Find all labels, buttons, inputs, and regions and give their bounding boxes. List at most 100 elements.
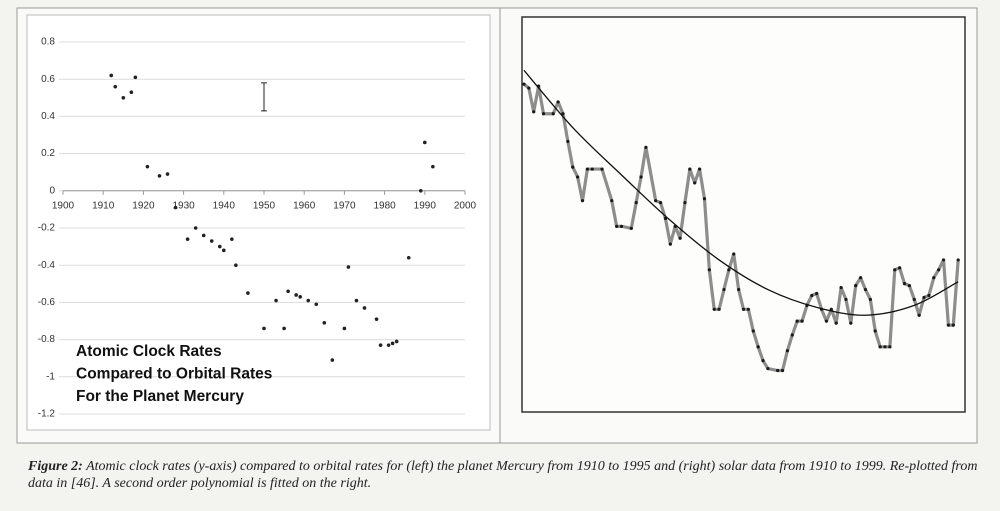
marker [712, 307, 716, 311]
y-tick-label: 0.6 [41, 74, 55, 85]
point [314, 302, 319, 307]
marker [707, 268, 711, 272]
marker [722, 287, 726, 292]
marker [800, 319, 804, 323]
y-tick-label: -1 [46, 371, 55, 382]
marker [888, 345, 892, 349]
point [378, 343, 383, 347]
annotation: For the Planet Mercury [76, 388, 244, 405]
annotation: Compared to Orbital Rates [76, 366, 272, 383]
marker [732, 252, 736, 256]
marker [863, 287, 868, 292]
marker [956, 258, 960, 262]
marker [849, 321, 853, 325]
y-tick-label: 0.8 [41, 37, 55, 48]
point [193, 226, 198, 230]
marker [902, 282, 907, 286]
marker [522, 82, 526, 86]
marker [776, 368, 780, 373]
point [185, 237, 190, 241]
x-tick-label: 1950 [253, 200, 276, 211]
marker [927, 293, 931, 298]
marker [610, 199, 614, 203]
annotation: Atomic Clock Rates [76, 343, 222, 360]
marker [824, 319, 829, 323]
point [390, 341, 395, 346]
marker [741, 307, 746, 311]
marker [590, 167, 594, 171]
marker [585, 167, 589, 171]
error-bar [261, 82, 267, 112]
marker [751, 329, 755, 333]
series-line [522, 82, 960, 373]
marker [937, 268, 941, 272]
x-tick-label: 2000 [454, 200, 477, 211]
point [222, 248, 226, 253]
point [201, 233, 206, 238]
marker [873, 329, 877, 333]
marker [785, 349, 790, 353]
point [346, 265, 351, 269]
y-tick-label: -0.4 [38, 260, 56, 271]
marker [844, 297, 848, 302]
marker [527, 86, 531, 90]
marker [737, 287, 741, 292]
marker [761, 359, 765, 363]
point [262, 326, 266, 331]
point [294, 293, 298, 297]
marker [566, 139, 570, 144]
point [217, 244, 222, 249]
y-tick-label: -0.8 [38, 334, 56, 345]
y-tick-label: 0.4 [41, 111, 55, 122]
marker [678, 236, 682, 240]
point [209, 239, 214, 243]
marker [615, 224, 619, 228]
point [342, 326, 347, 331]
fit-curve [523, 69, 959, 316]
marker [644, 145, 648, 149]
marker [917, 313, 921, 317]
point [298, 295, 302, 299]
point [121, 96, 126, 100]
point [431, 164, 435, 169]
point [133, 75, 138, 80]
marker [702, 197, 707, 201]
marker [683, 201, 687, 205]
caption-label: Figure 2: [28, 459, 83, 474]
marker [898, 266, 902, 270]
marker [795, 319, 799, 323]
point [109, 73, 114, 78]
marker [922, 295, 926, 300]
x-tick-label: 1920 [132, 200, 155, 211]
point [157, 174, 162, 178]
marker [854, 284, 858, 288]
marker [912, 297, 916, 302]
point [274, 298, 278, 303]
marker [693, 181, 697, 185]
point [113, 84, 118, 89]
y-tick-label: 0 [49, 185, 55, 196]
marker [580, 199, 585, 203]
marker [551, 112, 555, 116]
marker [893, 268, 897, 272]
point [286, 289, 290, 294]
caption: Figure 2: Atomic clock rates (y-axis) co… [28, 458, 978, 492]
point [418, 189, 423, 193]
marker [619, 224, 624, 228]
marker [697, 167, 702, 171]
point [406, 255, 411, 260]
marker [600, 167, 604, 171]
point [330, 358, 335, 362]
marker [668, 242, 672, 246]
marker [907, 284, 911, 288]
marker [576, 175, 580, 179]
marker [932, 276, 936, 280]
point [145, 164, 150, 169]
marker [639, 175, 643, 179]
x-tick-label: 1910 [92, 200, 115, 211]
marker [688, 167, 692, 171]
left-chart: 0.8 0.6 0.4 0.2 0 -0.2 -0.4 -0.6 -0.8 -1 -1.2 1900 1… [38, 37, 477, 420]
marker [756, 345, 760, 349]
marker [717, 307, 721, 311]
marker [766, 366, 770, 371]
